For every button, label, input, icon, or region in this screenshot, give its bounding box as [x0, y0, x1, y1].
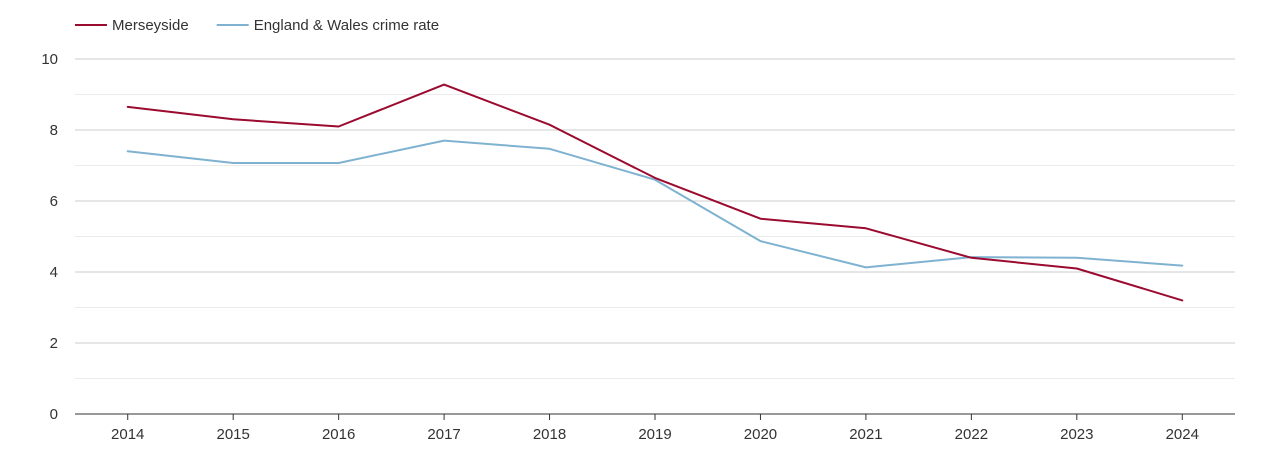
series-line-1[interactable]: [126, 139, 1184, 269]
data-point[interactable]: [653, 176, 657, 180]
y-tick-label: 6: [50, 193, 58, 210]
x-tick-label: 2016: [322, 426, 355, 443]
y-tick-label: 10: [41, 51, 58, 68]
data-point[interactable]: [864, 226, 868, 230]
y-axis: 0 2 4 6 8 10: [41, 51, 58, 423]
data-point[interactable]: [1180, 264, 1184, 268]
data-point[interactable]: [758, 217, 762, 221]
x-tick-label: 2015: [216, 426, 249, 443]
data-point[interactable]: [864, 265, 868, 269]
x-tick-label: 2024: [1166, 426, 1199, 443]
data-point[interactable]: [548, 123, 552, 127]
x-tick-label: 2014: [111, 426, 144, 443]
x-tick-label: 2017: [427, 426, 460, 443]
data-point[interactable]: [442, 83, 446, 87]
data-point[interactable]: [126, 149, 130, 153]
data-point[interactable]: [1075, 266, 1079, 270]
data-point[interactable]: [126, 105, 130, 109]
data-point[interactable]: [1075, 256, 1079, 260]
x-axis: 2014 2015 2016 2017 2018 2019 2020 2021 2022 2023…: [75, 413, 1235, 443]
data-point[interactable]: [231, 117, 235, 121]
x-tick-label: 2022: [955, 426, 988, 443]
y-tick-label: 0: [50, 406, 58, 423]
data-point[interactable]: [337, 124, 341, 128]
data-point[interactable]: [442, 139, 446, 143]
grid: [75, 58, 1235, 379]
legend-item-label[interactable]: England & Wales crime rate: [254, 17, 439, 34]
y-tick-label: 8: [50, 122, 58, 139]
series-line-0[interactable]: [126, 83, 1184, 302]
legend[interactable]: Merseyside England & Wales crime rate: [75, 17, 439, 34]
data-point[interactable]: [231, 161, 235, 165]
data-point[interactable]: [969, 256, 973, 260]
legend-item-label[interactable]: Merseyside: [112, 17, 189, 34]
series: [126, 83, 1184, 302]
data-point[interactable]: [548, 147, 552, 151]
x-tick-label: 2021: [849, 426, 882, 443]
x-tick-label: 2019: [638, 426, 671, 443]
data-point[interactable]: [758, 239, 762, 243]
x-tick-label: 2020: [744, 426, 777, 443]
x-tick-label: 2023: [1060, 426, 1093, 443]
y-tick-label: 4: [50, 264, 58, 281]
y-tick-label: 2: [50, 335, 58, 352]
x-tick-label: 2018: [533, 426, 566, 443]
data-point[interactable]: [337, 161, 341, 165]
data-point[interactable]: [1180, 298, 1184, 302]
